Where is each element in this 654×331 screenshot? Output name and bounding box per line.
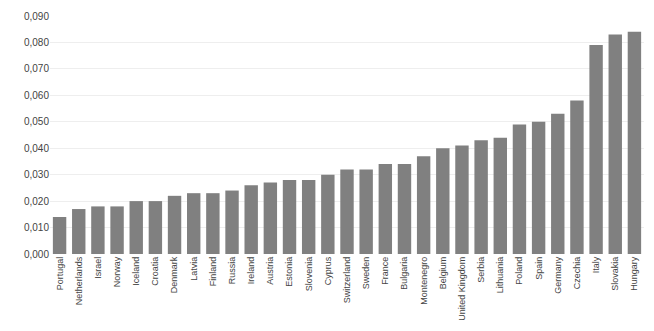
svg-text:0,080: 0,080 — [24, 37, 49, 48]
svg-text:Germany: Germany — [553, 256, 563, 294]
svg-text:Switzerland: Switzerland — [342, 257, 352, 304]
svg-text:Estonia: Estonia — [284, 257, 294, 287]
svg-text:0,020: 0,020 — [24, 196, 49, 207]
svg-text:Ireland: Ireland — [246, 257, 256, 285]
svg-text:Hungary: Hungary — [629, 256, 639, 291]
svg-text:Israel: Israel — [93, 257, 103, 279]
svg-text:Iceland: Iceland — [131, 257, 141, 286]
svg-text:Cyprus: Cyprus — [323, 256, 333, 285]
svg-text:Austria: Austria — [265, 257, 275, 285]
svg-text:0,050: 0,050 — [24, 116, 49, 127]
svg-text:Latvia: Latvia — [189, 257, 199, 281]
svg-text:Norway: Norway — [112, 256, 122, 287]
svg-text:Slovenia: Slovenia — [304, 257, 314, 292]
svg-text:Slovakia: Slovakia — [610, 257, 620, 291]
svg-text:Bulgaria: Bulgaria — [399, 257, 409, 290]
svg-text:Czechia: Czechia — [572, 257, 582, 290]
svg-text:0,060: 0,060 — [24, 90, 49, 101]
svg-text:0,030: 0,030 — [24, 169, 49, 180]
svg-text:United Kingdom: United Kingdom — [457, 257, 467, 321]
svg-text:Netherlands: Netherlands — [74, 256, 84, 305]
svg-text:Italy: Italy — [591, 256, 601, 273]
svg-text:0,090: 0,090 — [24, 11, 49, 22]
svg-text:Sweden: Sweden — [361, 257, 371, 290]
svg-text:0,040: 0,040 — [24, 143, 49, 154]
svg-text:Lithuania: Lithuania — [495, 257, 505, 294]
svg-text:France: France — [380, 257, 390, 285]
svg-text:0,000: 0,000 — [24, 249, 49, 260]
svg-text:Poland: Poland — [514, 257, 524, 285]
svg-text:Montenegro: Montenegro — [419, 257, 429, 305]
svg-text:Russia: Russia — [227, 257, 237, 285]
svg-text:Finland: Finland — [208, 257, 218, 287]
svg-text:Denmark: Denmark — [169, 256, 179, 293]
svg-text:Croatia: Croatia — [150, 257, 160, 286]
svg-text:Portugal: Portugal — [55, 257, 65, 291]
svg-text:Spain: Spain — [534, 257, 544, 280]
svg-text:Serbia: Serbia — [476, 257, 486, 283]
svg-text:Belgium: Belgium — [438, 257, 448, 290]
svg-text:0,010: 0,010 — [24, 222, 49, 233]
svg-text:0,070: 0,070 — [24, 63, 49, 74]
